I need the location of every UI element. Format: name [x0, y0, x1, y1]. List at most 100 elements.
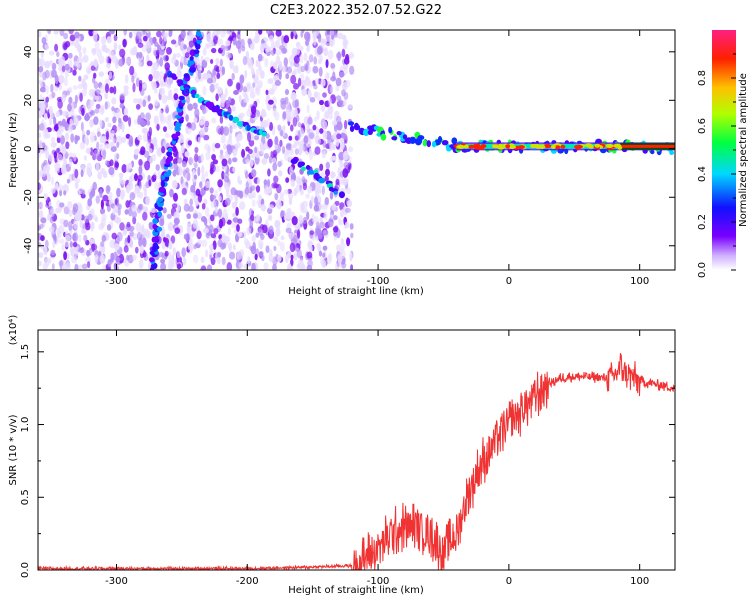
noise-speckle	[128, 31, 133, 39]
noise-speckle	[120, 179, 126, 185]
curved-stroke-mark	[157, 196, 164, 203]
noise-speckle	[143, 251, 147, 258]
noise-speckle	[344, 119, 348, 130]
noise-speckle	[238, 94, 242, 103]
noise-speckle	[120, 136, 127, 143]
noise-speckle	[274, 136, 279, 146]
noise-speckle	[321, 150, 326, 159]
noise-speckle	[170, 235, 176, 244]
noise-speckle	[168, 240, 173, 250]
noise-speckle	[94, 254, 99, 264]
noise-speckle	[217, 239, 223, 248]
noise-speckle	[201, 165, 205, 175]
noise-speckle	[51, 91, 56, 99]
noise-speckle	[45, 96, 49, 103]
noise-speckle	[224, 45, 231, 51]
noise-speckle	[134, 185, 141, 194]
noise-speckle	[228, 132, 232, 142]
curved-stroke-mark	[158, 186, 166, 193]
noise-speckle	[205, 180, 211, 189]
noise-speckle	[254, 253, 258, 261]
noise-speckle	[138, 203, 144, 211]
noise-speckle	[135, 246, 139, 254]
noise-speckle	[61, 264, 67, 270]
noise-speckle	[259, 242, 263, 250]
noise-speckle	[245, 170, 249, 179]
noise-speckle	[93, 58, 98, 68]
noise-speckle	[184, 52, 190, 59]
ridge-hotspot	[505, 144, 511, 149]
noise-speckle	[306, 45, 310, 53]
noise-speckle	[290, 31, 294, 40]
noise-speckle	[249, 220, 253, 229]
noise-speckle	[51, 263, 55, 270]
noise-speckle	[213, 64, 219, 71]
ridge-hotspot	[539, 145, 546, 149]
noise-speckle	[137, 98, 143, 105]
noise-speckle	[80, 121, 84, 132]
noise-speckle	[256, 34, 260, 43]
noise-speckle	[38, 123, 46, 131]
noise-speckle	[160, 258, 166, 264]
ridge-hotspot	[475, 143, 481, 148]
noise-speckle	[99, 254, 105, 264]
noise-speckle	[285, 73, 290, 80]
noise-speckle	[212, 159, 219, 165]
curved-stroke-mark	[149, 257, 155, 263]
noise-speckle	[38, 241, 42, 248]
noise-speckle	[45, 85, 49, 94]
noise-speckle	[150, 207, 156, 214]
noise-speckle	[267, 138, 273, 148]
curved-stroke-mark	[178, 95, 185, 101]
noise-speckle	[217, 208, 223, 218]
curved-stroke-mark	[152, 218, 158, 225]
noise-speckle	[273, 175, 279, 184]
bright-ridge-mark	[396, 131, 402, 136]
noise-speckle	[144, 160, 151, 171]
noise-speckle	[38, 31, 42, 38]
noise-speckle	[284, 89, 290, 95]
noise-speckle	[146, 60, 153, 67]
noise-speckle	[126, 163, 130, 173]
noise-speckle	[348, 52, 354, 59]
noise-speckle	[315, 181, 322, 191]
noise-speckle	[336, 133, 342, 140]
noise-speckle	[61, 146, 67, 155]
noise-speckle	[290, 91, 297, 101]
noise-speckle	[259, 142, 264, 149]
noise-speckle	[263, 262, 269, 270]
ridge-hotspot	[543, 144, 552, 149]
noise-speckle	[95, 89, 101, 95]
noise-speckle	[306, 211, 310, 221]
noise-speckle	[308, 81, 314, 88]
noise-speckle	[126, 221, 131, 228]
noise-speckle	[131, 210, 137, 219]
ridge-hotspot	[478, 145, 485, 150]
noise-speckle	[109, 239, 116, 249]
noise-speckle	[100, 222, 105, 229]
noise-speckle	[350, 264, 354, 270]
colorbar-tick-label: 0.0	[697, 262, 708, 278]
noise-speckle	[232, 37, 237, 46]
noise-speckle	[249, 91, 256, 99]
bright-ridge-mark	[426, 140, 431, 148]
noise-speckle	[312, 65, 319, 74]
noise-speckle	[114, 243, 120, 251]
noise-speckle	[264, 57, 269, 68]
noise-speckle	[99, 136, 105, 144]
noise-speckle	[201, 239, 208, 248]
noise-speckle	[139, 119, 146, 127]
noise-speckle	[38, 139, 43, 150]
noise-speckle	[143, 35, 148, 42]
noise-speckle	[53, 124, 59, 132]
noise-speckle	[328, 97, 332, 107]
spectrogram-y-tick-label: -40	[23, 238, 34, 254]
noise-speckle	[192, 102, 198, 110]
noise-speckle	[213, 35, 218, 45]
noise-speckle	[53, 30, 59, 35]
noise-speckle	[300, 65, 306, 73]
noise-speckle	[158, 48, 165, 56]
noise-speckle	[38, 260, 42, 267]
noise-speckle	[335, 138, 340, 147]
noise-speckle	[104, 116, 109, 123]
